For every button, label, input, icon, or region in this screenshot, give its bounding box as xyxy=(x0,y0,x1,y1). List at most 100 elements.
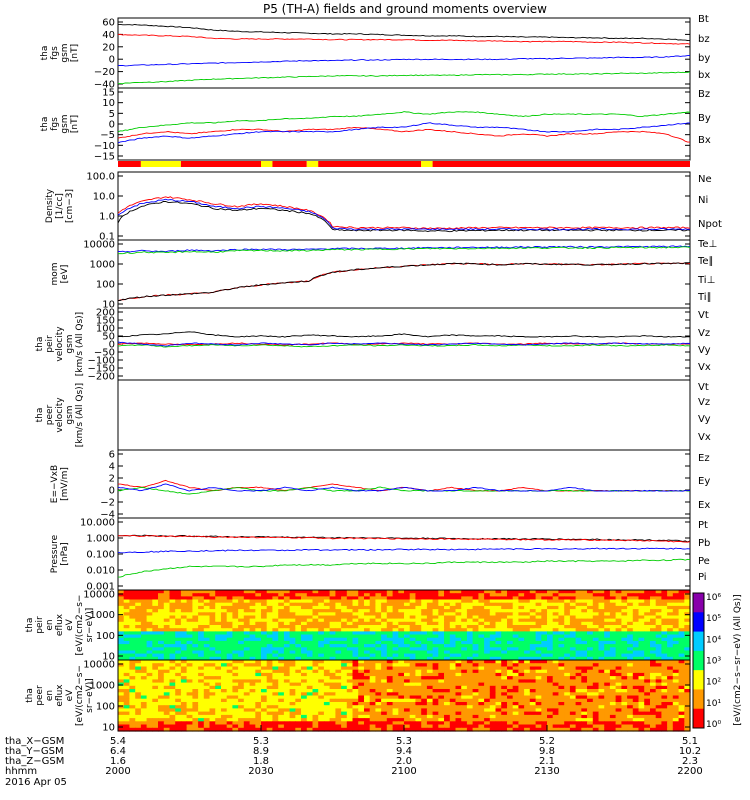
heatmap-cell xyxy=(123,724,130,729)
heatmap-cell xyxy=(564,612,571,617)
heatmap-cell xyxy=(507,672,514,677)
heatmap-cell xyxy=(667,637,674,642)
heatmap-cell xyxy=(415,702,422,706)
heatmap-cell xyxy=(489,689,497,693)
heatmap-cell xyxy=(438,640,445,645)
heatmap-cell xyxy=(335,682,342,687)
heatmap-cell xyxy=(266,656,273,661)
heatmap-cell xyxy=(564,602,571,607)
heatmap-cell xyxy=(444,612,451,617)
heatmap-cell xyxy=(501,692,508,697)
heatmap-cell xyxy=(329,637,336,642)
y-axis-title: eV xyxy=(65,689,75,702)
heatmap-cell xyxy=(272,637,279,642)
heatmap-cell xyxy=(587,605,594,610)
heatmap-cell xyxy=(512,721,519,726)
heatmap-cell xyxy=(375,647,382,652)
heatmap-cell xyxy=(581,679,588,684)
heatmap-cell xyxy=(180,637,188,642)
heatmap-cell xyxy=(564,650,571,655)
heatmap-cell xyxy=(404,602,411,607)
colorbar-segment xyxy=(693,593,704,613)
heatmap-cell xyxy=(249,644,256,648)
heatmap-cell xyxy=(661,692,668,697)
heatmap-cell xyxy=(489,702,497,706)
heatmap-cell xyxy=(421,692,428,697)
heatmap-cell xyxy=(529,634,537,639)
heatmap-cell xyxy=(587,647,594,652)
heatmap-cell xyxy=(249,695,256,700)
heatmap-cell xyxy=(118,672,125,677)
heatmap-cell xyxy=(215,596,222,601)
heatmap-cell xyxy=(644,612,651,617)
heatmap-cell xyxy=(203,705,211,709)
heatmap-cell xyxy=(461,714,468,719)
series-line xyxy=(118,535,691,543)
heatmap-cell xyxy=(392,685,399,690)
heatmap-cell xyxy=(318,644,325,648)
heatmap-cell xyxy=(163,647,171,652)
heatmap-cell xyxy=(404,618,411,623)
heatmap-cell xyxy=(621,609,628,613)
heatmap-cell xyxy=(312,698,319,703)
heatmap-cell xyxy=(678,644,685,648)
heatmap-cell xyxy=(432,605,439,610)
heatmap-cell xyxy=(604,625,611,629)
heatmap-cell xyxy=(392,599,399,604)
heatmap-cell xyxy=(295,640,302,645)
heatmap-cell xyxy=(278,612,285,617)
heatmap-cell xyxy=(638,593,645,597)
heatmap-cell xyxy=(180,634,188,639)
heatmap-cell xyxy=(455,724,462,729)
heatmap-cell xyxy=(238,718,245,722)
heatmap-cell xyxy=(312,615,319,620)
heatmap-cell xyxy=(564,634,571,639)
heatmap-cell xyxy=(518,689,525,693)
heatmap-cell xyxy=(346,721,354,726)
heatmap-cell xyxy=(466,628,474,632)
heatmap-cell xyxy=(518,685,525,690)
heatmap-cell xyxy=(684,689,691,693)
heatmap-cell xyxy=(323,621,331,626)
heatmap-cell xyxy=(667,702,674,706)
heatmap-cell xyxy=(632,714,640,719)
heatmap-cell xyxy=(398,634,405,639)
heatmap-cell xyxy=(529,618,537,623)
heatmap-cell xyxy=(203,660,211,664)
heatmap-cell xyxy=(180,721,188,726)
heatmap-cell xyxy=(238,599,245,604)
heatmap-cell xyxy=(501,644,508,648)
heatmap-cell xyxy=(609,698,617,703)
y-tick-label: 10.000 xyxy=(80,518,115,529)
heatmap-cell xyxy=(323,711,331,716)
heatmap-cell xyxy=(375,637,382,642)
heatmap-cell xyxy=(203,625,211,629)
x-tick-label: 9.4 xyxy=(396,746,412,757)
heatmap-cell xyxy=(358,676,365,680)
heatmap-cell xyxy=(650,656,657,661)
heatmap-cell xyxy=(575,714,582,719)
heatmap-cell xyxy=(672,647,680,652)
heatmap-cell xyxy=(575,625,582,629)
heatmap-cell xyxy=(364,689,371,693)
heatmap-cell xyxy=(501,708,508,713)
series-line xyxy=(117,262,691,302)
series-line xyxy=(117,344,691,348)
heatmap-cell xyxy=(278,718,285,722)
heatmap-cell xyxy=(152,676,159,680)
heatmap-cell xyxy=(289,615,296,620)
heatmap-cell xyxy=(461,660,468,664)
heatmap-cell xyxy=(129,602,136,607)
heatmap-cell xyxy=(558,599,565,604)
heatmap-cell xyxy=(226,653,233,658)
heatmap-cell xyxy=(547,640,554,645)
heatmap-cell xyxy=(221,672,228,677)
heatmap-cell xyxy=(581,615,588,620)
heatmap-cell xyxy=(392,679,399,684)
heatmap-cell xyxy=(295,599,302,604)
heatmap-cell xyxy=(484,705,491,709)
heatmap-cell xyxy=(581,628,588,632)
heatmap-cell xyxy=(329,685,336,690)
heatmap-cell xyxy=(558,602,565,607)
heatmap-cell xyxy=(575,593,582,597)
